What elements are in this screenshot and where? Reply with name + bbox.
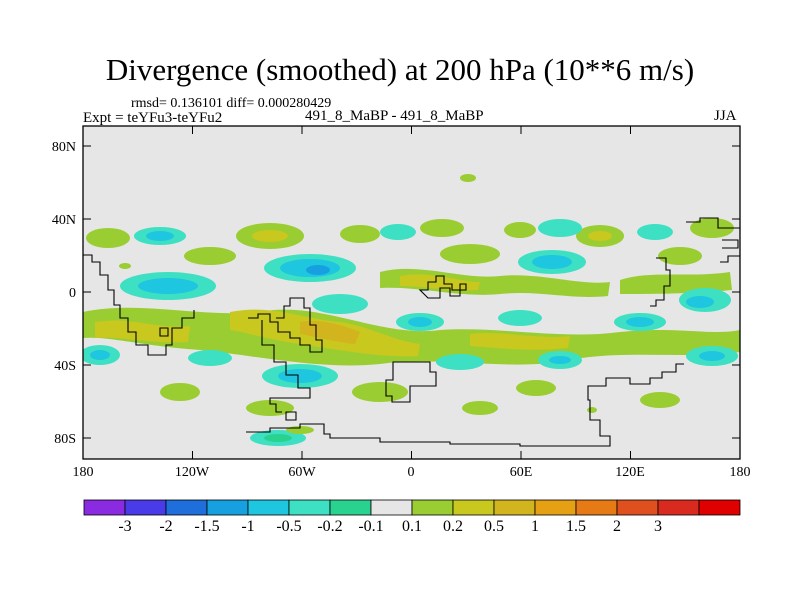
colorbar-box bbox=[370, 499, 413, 516]
rmsd-stats: rmsd= 0.136101 diff= 0.000280429 bbox=[131, 96, 332, 111]
colorbar-box bbox=[534, 499, 577, 516]
colorbar-label: -2 bbox=[159, 518, 173, 535]
lon-label-180e: 180 bbox=[729, 465, 751, 480]
colorbar-label: -1.5 bbox=[194, 518, 220, 535]
colorbar-box bbox=[206, 499, 249, 516]
plot-title: Divergence (smoothed) at 200 hPa (10**6 … bbox=[105, 52, 695, 87]
colorbar-box bbox=[616, 499, 659, 516]
lon-label-120w: 120W bbox=[174, 465, 210, 480]
colorbar-label: 3 bbox=[654, 518, 662, 535]
colorbar-box bbox=[698, 499, 741, 516]
colorbar-label: 1.5 bbox=[566, 518, 586, 535]
colorbar-box bbox=[329, 499, 372, 516]
colorbar-box bbox=[452, 499, 495, 516]
colorbar-label: 0.5 bbox=[484, 518, 504, 535]
coastlines bbox=[83, 217, 740, 447]
lat-label-equator: 0 bbox=[69, 286, 76, 301]
colorbar-box bbox=[124, 499, 167, 516]
lon-label-180w: 180 bbox=[72, 465, 94, 480]
colorbar-box bbox=[83, 499, 126, 516]
colorbar-label: 0.1 bbox=[402, 518, 422, 535]
case-names: 491_8_MaBP - 491_8_MaBP bbox=[305, 108, 484, 124]
lon-label-0: 0 bbox=[407, 465, 415, 480]
lat-label-40s: 40S bbox=[54, 359, 76, 374]
colorbar-label: -0.1 bbox=[358, 518, 384, 535]
experiment-label: Expt = teYFu3-teYFu2 bbox=[83, 110, 223, 126]
colorbar-box bbox=[493, 499, 536, 516]
lon-label-60w: 60W bbox=[288, 465, 316, 480]
lat-label-80s: 80S bbox=[54, 432, 76, 447]
lon-label-120e: 120E bbox=[615, 465, 645, 480]
colorbar-label: -0.2 bbox=[317, 518, 343, 535]
colorbar-box bbox=[247, 499, 290, 516]
colorbar-box bbox=[411, 499, 454, 516]
colorbar-box bbox=[165, 499, 208, 516]
colorbar-box bbox=[657, 499, 700, 516]
colorbar-box bbox=[575, 499, 618, 516]
colorbar-label: -0.5 bbox=[276, 518, 302, 535]
colorbar-label: 2 bbox=[613, 518, 621, 535]
colorbar-label: -1 bbox=[241, 518, 255, 535]
colorbar-label: 1 bbox=[531, 518, 539, 535]
colorbar-label: 0.2 bbox=[443, 518, 463, 535]
colorbar-box bbox=[288, 499, 331, 516]
colorbar-label: -3 bbox=[118, 518, 132, 535]
season-label: JJA bbox=[714, 108, 737, 124]
colorbar bbox=[83, 499, 741, 516]
lat-label-80n: 80N bbox=[51, 140, 76, 155]
lat-label-40n: 40N bbox=[51, 213, 76, 228]
lon-label-60e: 60E bbox=[509, 465, 533, 480]
